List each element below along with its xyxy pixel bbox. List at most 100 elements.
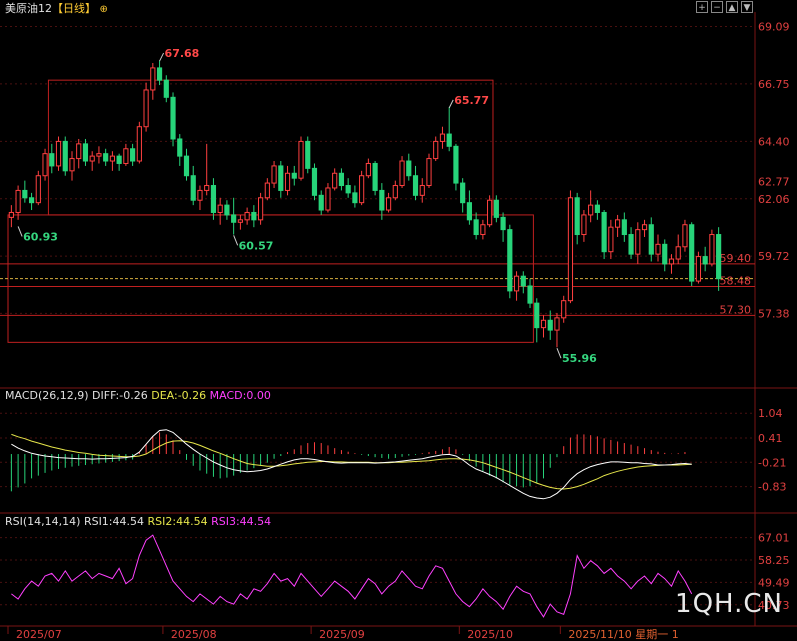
candle-body (567, 197, 574, 302)
candle-body (655, 243, 661, 255)
candle-body (540, 319, 547, 329)
candle-body (527, 285, 533, 304)
candle-body (668, 258, 675, 265)
candle-body (487, 199, 493, 226)
candle-body (581, 214, 587, 236)
macd-header: MACD(26,12,9) DIFF:-0.26 DEA:-0.26 MACD:… (5, 389, 271, 403)
candle-body (123, 148, 129, 164)
last-price-tag (756, 173, 796, 188)
candle-body (177, 138, 183, 157)
candle-body (35, 175, 41, 204)
candle-body (702, 256, 708, 265)
macd-label[interactable]: MACD(26,12,9) (5, 389, 89, 402)
macd-tick-label: 0.41 (758, 432, 783, 445)
extreme-price-label: 60.93 (23, 230, 58, 243)
candle-body (22, 189, 28, 199)
settings-icon[interactable]: ⊕ (99, 4, 108, 15)
price-tick-label: 62.06 (758, 193, 790, 206)
candle-body (513, 275, 520, 292)
candle-body (258, 197, 264, 221)
candle-body (507, 229, 513, 292)
zoom-in-icon[interactable]: + (696, 1, 708, 13)
candle-body (365, 162, 371, 177)
annotation-pointer (17, 226, 23, 237)
candle-body (28, 197, 35, 204)
candle-body (150, 67, 156, 91)
macd-diff: DIFF:-0.26 (92, 389, 148, 402)
macd-tick-label: 1.04 (758, 407, 783, 420)
candle-body (689, 224, 695, 282)
candle-body (183, 155, 190, 177)
candle-body (96, 153, 102, 157)
last-price-label: 62.77 (758, 175, 790, 188)
candle-body (406, 160, 412, 177)
extreme-price-label: 65.77 (454, 94, 489, 107)
price-tick-label: 69.09 (758, 20, 790, 33)
candle-body (480, 224, 486, 236)
price-level-label: 57.30 (720, 303, 752, 316)
candle-body (298, 140, 304, 179)
range-box (47, 79, 494, 216)
candle-body (170, 96, 176, 140)
candle-body (412, 175, 419, 196)
candle-body (493, 199, 499, 218)
candle-body (130, 148, 136, 162)
symbol-name: 美原油12 (5, 2, 52, 15)
candle-body (332, 172, 338, 189)
candle-body (500, 216, 506, 231)
candle-body (662, 243, 668, 265)
scroll-up-icon[interactable]: ▲ (726, 1, 738, 13)
candle-body (217, 204, 223, 213)
candle-body (163, 79, 169, 98)
candle-body (547, 319, 553, 331)
scroll-down-icon[interactable]: ▼ (741, 1, 753, 13)
rsi-label[interactable]: RSI(14,14,14) (5, 515, 81, 528)
candle-body (372, 162, 378, 191)
candle-body (716, 234, 722, 280)
candle-body (574, 197, 580, 236)
date-label: 2025/10 (467, 628, 513, 641)
annotation-pointer (556, 348, 562, 359)
candle-body (608, 226, 614, 253)
candle-body (594, 204, 600, 213)
candle-body (55, 140, 62, 167)
candle-body (237, 219, 243, 223)
candle-body (116, 155, 122, 164)
candle-body (42, 153, 48, 177)
extreme-price-label: 67.68 (165, 47, 200, 60)
candle-body (359, 175, 365, 204)
annotation-pointer (159, 52, 165, 62)
candle-body (197, 189, 203, 201)
candle-body (264, 182, 270, 199)
zoom-out-icon[interactable]: − (711, 1, 723, 13)
candle-body (426, 158, 432, 187)
candle-body (615, 219, 621, 228)
date-label: 2025/09 (319, 628, 365, 641)
candle-body (379, 189, 385, 211)
candle-body (460, 182, 466, 204)
candle-body (675, 246, 681, 260)
price-level-label: 59.40 (720, 252, 752, 265)
candle-body (641, 224, 648, 231)
macd-dea-line (11, 433, 692, 490)
price-tick-label: 57.38 (758, 307, 790, 320)
macd-dea: DEA:-0.26 (151, 389, 207, 402)
candle-body (561, 300, 567, 319)
candle-body (284, 172, 291, 191)
period-label[interactable]: 【日线】 (52, 2, 96, 15)
price-level-label: 58.48 (720, 274, 752, 287)
candle-body (392, 185, 398, 199)
candle-body (682, 224, 688, 248)
candle-body (271, 165, 277, 184)
candle-body (69, 158, 75, 172)
rsi-tick-label: 67.01 (758, 532, 790, 545)
candle-body (109, 155, 115, 162)
candle-body (385, 197, 392, 211)
macd-value: MACD:0.00 (209, 389, 271, 402)
candle-body (291, 172, 297, 179)
rsi1-value: RSI1:44.54 (83, 515, 145, 528)
rsi-tick-label: 40.73 (758, 599, 790, 612)
rsi2-value: RSI2:44.54 (147, 515, 208, 528)
candle-body (554, 317, 560, 331)
